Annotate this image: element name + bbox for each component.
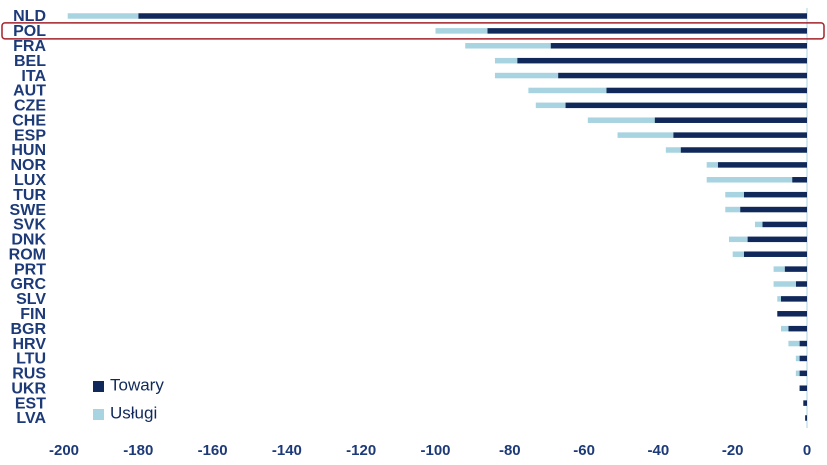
bar-segment [799, 370, 807, 377]
category-label: GRC [10, 276, 46, 293]
bar-segment [565, 102, 807, 109]
x-tick-label: -100 [420, 442, 450, 459]
bar-segment [780, 325, 789, 332]
category-label: RUS [12, 366, 46, 383]
x-tick-label: -60 [573, 442, 595, 459]
bar-segment [805, 415, 807, 421]
bar-segment [435, 28, 488, 34]
category-label: BEL [14, 53, 46, 70]
bar-segment [517, 57, 807, 64]
bar-segment [728, 236, 748, 243]
highlight-box [1, 22, 825, 40]
x-tick-label: -140 [272, 442, 302, 459]
bar-segment [465, 43, 551, 49]
bar-segment [535, 102, 566, 109]
bar-segment [788, 325, 807, 332]
bar-segment [673, 132, 807, 138]
bar-segment [795, 355, 800, 362]
legend-label: Usługi [110, 403, 157, 422]
bar-segment [665, 147, 681, 153]
category-label: ESP [14, 127, 46, 144]
bar-segment [795, 281, 807, 287]
category-label: HUN [11, 142, 46, 159]
bar-segment [67, 13, 139, 19]
bar-segment [558, 72, 807, 79]
legend-swatch [93, 409, 104, 420]
bar-segment [784, 266, 807, 272]
bar-segment [528, 87, 607, 94]
bar-segment [799, 355, 807, 362]
bar-segment [762, 221, 807, 228]
bar-segment [706, 162, 718, 168]
bar-segment [550, 43, 807, 49]
bar-segment [795, 370, 800, 377]
bar-segment [740, 206, 807, 213]
bar-segment [494, 57, 518, 64]
category-label: BGR [10, 321, 46, 338]
category-label: TUR [13, 187, 46, 204]
category-label: DNK [11, 232, 46, 249]
x-tick-label: -20 [722, 442, 744, 459]
category-label: SWE [10, 202, 47, 219]
bar-segment [799, 385, 807, 391]
bar-segment [654, 117, 807, 123]
bar-segment [777, 296, 781, 302]
x-tick-label: 0 [803, 442, 811, 459]
x-tick-label: -160 [198, 442, 228, 459]
bar-segment [788, 340, 800, 347]
x-tick-label: -120 [346, 442, 376, 459]
category-label: EST [15, 395, 46, 412]
category-label: UKR [11, 380, 46, 397]
bar-segment [138, 13, 808, 19]
bar-segment [773, 281, 796, 287]
x-tick-label: -40 [648, 442, 670, 459]
bar-segment [680, 147, 807, 153]
bar-segment [777, 311, 807, 317]
bar-segment [773, 266, 785, 272]
category-label: LUX [14, 172, 46, 189]
bar-segment [606, 87, 807, 94]
x-tick-label: -80 [499, 442, 521, 459]
bar-segment [754, 221, 763, 228]
category-label: AUT [13, 83, 46, 100]
category-label: ROM [9, 246, 46, 263]
category-label: POL [13, 23, 46, 40]
category-label: PRT [14, 261, 46, 278]
bar-segment [706, 177, 793, 183]
bar-segment [717, 162, 807, 168]
x-tick-label: -180 [123, 442, 153, 459]
bar-segment [743, 251, 807, 257]
bar-segment [803, 400, 807, 406]
category-label: SLV [16, 291, 46, 308]
category-label: LTU [16, 351, 46, 368]
category-label: SVK [13, 217, 46, 234]
category-label: NOR [10, 157, 46, 174]
bar-segment [732, 251, 744, 257]
bar-segment [725, 191, 744, 198]
bar-segment [487, 28, 807, 34]
bar-segment [494, 72, 559, 79]
category-label: NLD [13, 8, 46, 25]
bar-segment [743, 191, 807, 198]
category-label: CHE [12, 112, 46, 129]
category-label: FIN [20, 306, 46, 323]
bar-segment [780, 296, 807, 302]
bar-segment [587, 117, 655, 123]
category-label: HRV [13, 336, 47, 353]
category-label: ITA [21, 68, 46, 85]
bar-segment [747, 236, 807, 243]
category-label: CZE [14, 98, 46, 115]
legend-swatch [93, 381, 104, 392]
category-label: LVA [16, 410, 46, 427]
bar-segment [617, 132, 674, 138]
bar-segment [792, 177, 807, 183]
x-tick-label: -200 [49, 442, 79, 459]
bar-segment [725, 206, 741, 213]
legend-label: Towary [110, 375, 164, 394]
bar-segment [799, 340, 807, 347]
category-label: FRA [13, 38, 46, 55]
